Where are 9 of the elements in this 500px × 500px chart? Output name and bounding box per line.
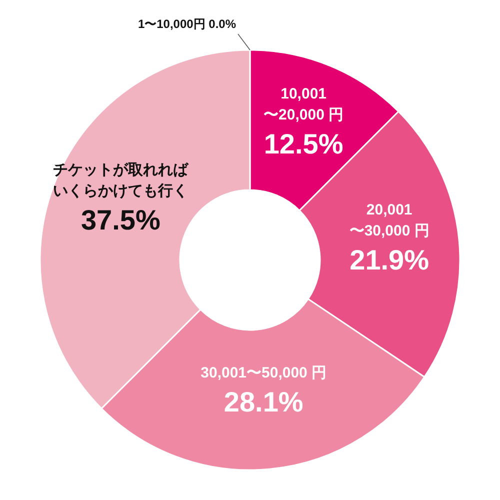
data-label: 21.9% — [350, 244, 430, 276]
data-label: 28.1% — [224, 386, 304, 418]
data-label: 37.5% — [80, 204, 160, 236]
slice-label: 10,001 〜20,000 円 — [264, 86, 344, 124]
slice-label: 20,001 〜30,000 円 — [349, 201, 430, 240]
slice-label: 30,001〜50,000 円 — [200, 364, 327, 382]
category-label: 1〜10,000円 0.0% — [138, 17, 236, 31]
slice-label: チケットが取れればいくらかけても行く — [53, 161, 190, 200]
data-label: 12.5% — [264, 128, 344, 160]
